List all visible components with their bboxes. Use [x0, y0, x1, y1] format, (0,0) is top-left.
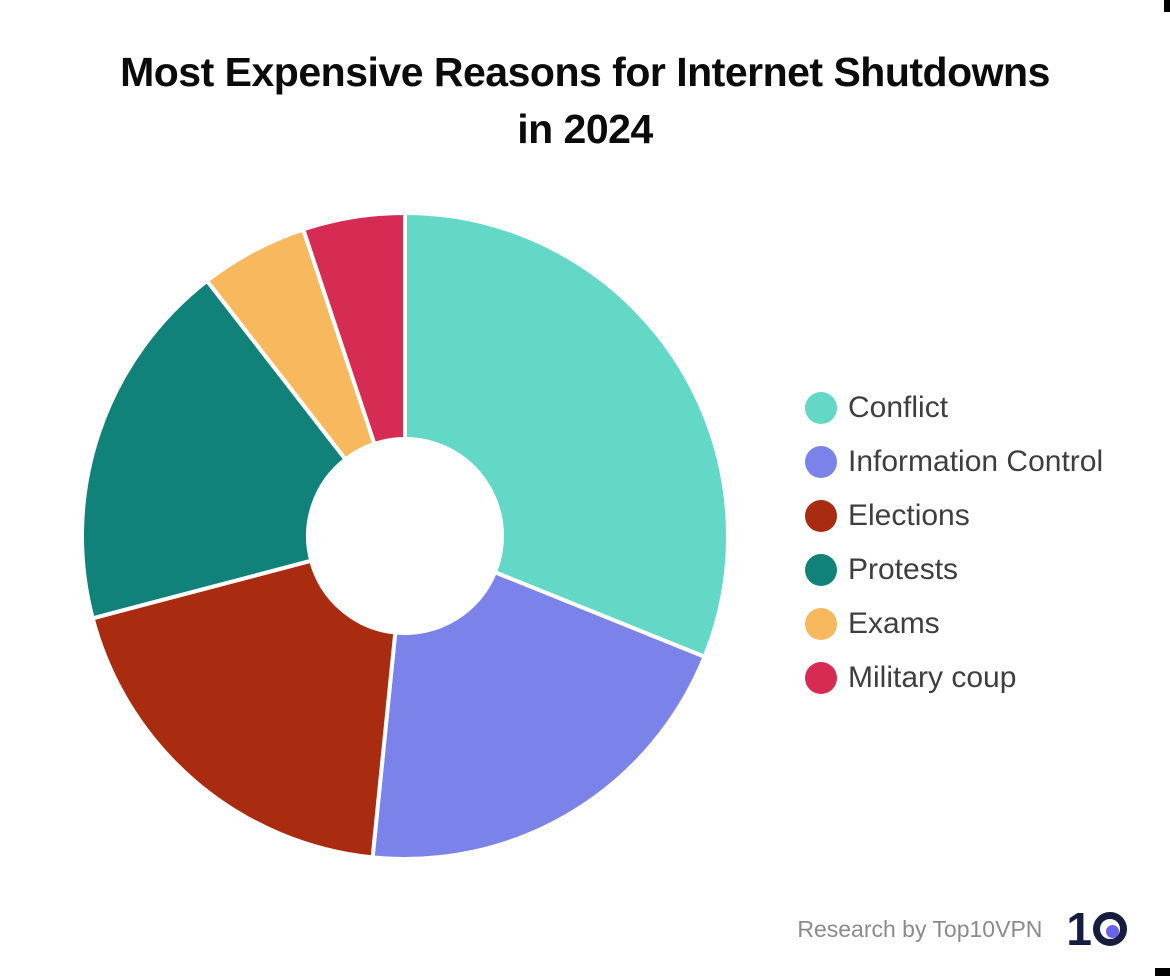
- legend-swatch-icon: [805, 446, 837, 478]
- legend-label: Elections: [848, 499, 970, 532]
- pie-slice-conflict: [403, 211, 730, 659]
- legend-item-conflict: Conflict: [805, 392, 1103, 424]
- legend-item-information-control: Information Control: [805, 446, 1103, 478]
- page-title-line1: Most Expensive Reasons for Internet Shut…: [120, 49, 1050, 95]
- legend-label: Protests: [848, 553, 959, 586]
- pie-slice-information-control: [370, 570, 707, 861]
- page-title-line2: in 2024: [517, 106, 653, 152]
- pie-slice-military-coup: [301, 211, 407, 446]
- legend-item-exams: Exams: [805, 608, 1103, 640]
- pie-slice-elections: [90, 558, 398, 860]
- legend-label: Exams: [848, 607, 940, 640]
- page-title: Most Expensive Reasons for Internet Shut…: [0, 44, 1170, 158]
- legend-item-protests: Protests: [805, 554, 1103, 586]
- legend-swatch-icon: [805, 554, 837, 586]
- footer: Research by Top10VPN 1: [797, 903, 1127, 955]
- legend-label: Information Control: [848, 445, 1104, 478]
- legend-swatch-icon: [805, 662, 837, 694]
- logo-o-dot-icon: [1106, 925, 1119, 938]
- legend-swatch-icon: [805, 500, 837, 532]
- logo-o-ring-icon: [1093, 912, 1127, 946]
- donut-chart: [80, 211, 730, 861]
- screen-edge-artifact-bottom: [1155, 968, 1170, 976]
- logo-digit: 1: [1066, 903, 1092, 955]
- legend-swatch-icon: [805, 608, 837, 640]
- top10vpn-logo-icon: 1: [1066, 903, 1127, 955]
- legend-label: Military coup: [848, 661, 1017, 694]
- legend-item-military-coup: Military coup: [805, 662, 1103, 694]
- legend-item-elections: Elections: [805, 500, 1103, 532]
- research-credit: Research by Top10VPN: [797, 915, 1043, 942]
- legend-label: Conflict: [848, 391, 949, 424]
- legend-swatch-icon: [805, 392, 837, 424]
- chart-legend: Conflict Information Control Elections Prot…: [805, 392, 1103, 694]
- pie-slice-protests: [80, 278, 348, 621]
- screen-edge-artifact-top: [1164, 0, 1170, 12]
